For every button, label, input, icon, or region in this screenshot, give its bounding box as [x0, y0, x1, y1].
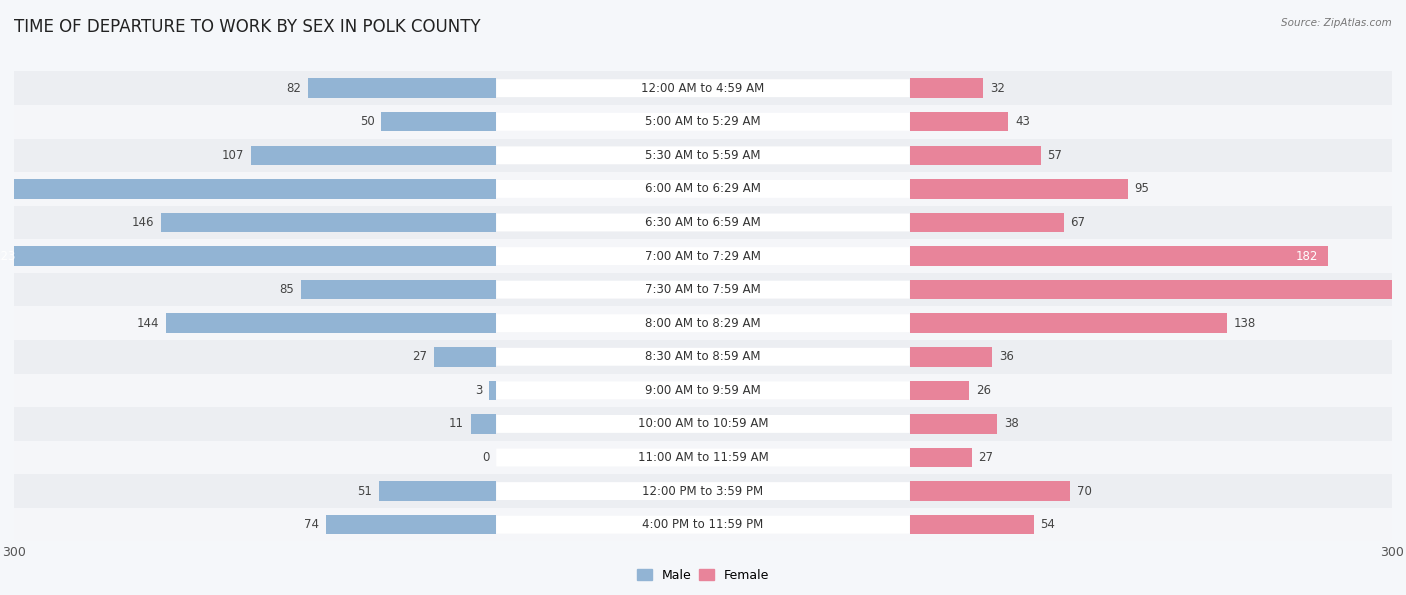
Bar: [14, 374, 1392, 407]
Text: Source: ZipAtlas.com: Source: ZipAtlas.com: [1281, 18, 1392, 28]
Bar: [910, 112, 1008, 131]
Bar: [162, 213, 496, 232]
Bar: [14, 441, 1392, 474]
Text: 8:00 AM to 8:29 AM: 8:00 AM to 8:29 AM: [645, 317, 761, 330]
Text: 70: 70: [1077, 484, 1092, 497]
Text: 38: 38: [1004, 418, 1018, 430]
Bar: [471, 414, 496, 434]
Text: 85: 85: [280, 283, 294, 296]
Bar: [326, 515, 496, 534]
Bar: [250, 146, 496, 165]
Bar: [910, 146, 1040, 165]
Bar: [910, 179, 1128, 199]
Bar: [910, 347, 993, 367]
Text: 7:30 AM to 7:59 AM: 7:30 AM to 7:59 AM: [645, 283, 761, 296]
Bar: [308, 79, 496, 98]
Bar: [0, 179, 496, 199]
FancyBboxPatch shape: [496, 180, 910, 198]
Text: 12:00 PM to 3:59 PM: 12:00 PM to 3:59 PM: [643, 484, 763, 497]
Bar: [380, 481, 496, 501]
Bar: [14, 407, 1392, 441]
Bar: [14, 273, 1392, 306]
Text: 144: 144: [136, 317, 159, 330]
Text: 26: 26: [976, 384, 991, 397]
Text: 182: 182: [1296, 249, 1319, 262]
Text: 10:00 AM to 10:59 AM: 10:00 AM to 10:59 AM: [638, 418, 768, 430]
Bar: [910, 280, 1406, 299]
Bar: [14, 340, 1392, 374]
Bar: [14, 71, 1392, 105]
Text: 95: 95: [1135, 183, 1150, 195]
Bar: [14, 474, 1392, 508]
FancyBboxPatch shape: [496, 281, 910, 299]
Text: 138: 138: [1233, 317, 1256, 330]
FancyBboxPatch shape: [496, 247, 910, 265]
Bar: [910, 213, 1063, 232]
Bar: [0, 246, 496, 266]
Bar: [910, 515, 1033, 534]
Bar: [14, 239, 1392, 273]
Text: 5:30 AM to 5:59 AM: 5:30 AM to 5:59 AM: [645, 149, 761, 162]
FancyBboxPatch shape: [496, 482, 910, 500]
Text: TIME OF DEPARTURE TO WORK BY SEX IN POLK COUNTY: TIME OF DEPARTURE TO WORK BY SEX IN POLK…: [14, 18, 481, 36]
Bar: [910, 414, 997, 434]
Bar: [14, 139, 1392, 172]
Text: 57: 57: [1047, 149, 1063, 162]
Bar: [381, 112, 496, 131]
Bar: [910, 79, 983, 98]
FancyBboxPatch shape: [496, 214, 910, 231]
FancyBboxPatch shape: [496, 314, 910, 332]
FancyBboxPatch shape: [496, 415, 910, 433]
Text: 5:00 AM to 5:29 AM: 5:00 AM to 5:29 AM: [645, 115, 761, 129]
Text: 74: 74: [305, 518, 319, 531]
Bar: [434, 347, 496, 367]
Bar: [489, 381, 496, 400]
Text: 27: 27: [412, 350, 427, 364]
Text: 50: 50: [360, 115, 374, 129]
Bar: [14, 172, 1392, 206]
Text: 43: 43: [1015, 115, 1031, 129]
Bar: [14, 306, 1392, 340]
Text: 146: 146: [132, 216, 155, 229]
FancyBboxPatch shape: [496, 449, 910, 466]
Text: 54: 54: [1040, 518, 1056, 531]
Text: 6:00 AM to 6:29 AM: 6:00 AM to 6:29 AM: [645, 183, 761, 195]
Legend: Male, Female: Male, Female: [631, 564, 775, 587]
Bar: [910, 481, 1070, 501]
FancyBboxPatch shape: [496, 113, 910, 131]
Text: 82: 82: [287, 82, 301, 95]
Text: 8:30 AM to 8:59 AM: 8:30 AM to 8:59 AM: [645, 350, 761, 364]
Bar: [301, 280, 496, 299]
FancyBboxPatch shape: [496, 348, 910, 366]
Text: 32: 32: [990, 82, 1005, 95]
FancyBboxPatch shape: [496, 79, 910, 97]
Text: 3: 3: [475, 384, 482, 397]
Text: 6:30 AM to 6:59 AM: 6:30 AM to 6:59 AM: [645, 216, 761, 229]
FancyBboxPatch shape: [496, 146, 910, 164]
Text: 9:00 AM to 9:59 AM: 9:00 AM to 9:59 AM: [645, 384, 761, 397]
Text: 223: 223: [0, 249, 15, 262]
Bar: [14, 206, 1392, 239]
Text: 36: 36: [1000, 350, 1014, 364]
Text: 0: 0: [482, 451, 489, 464]
Text: 7:00 AM to 7:29 AM: 7:00 AM to 7:29 AM: [645, 249, 761, 262]
Text: 11: 11: [449, 418, 464, 430]
Bar: [910, 448, 972, 467]
Text: 12:00 AM to 4:59 AM: 12:00 AM to 4:59 AM: [641, 82, 765, 95]
Text: 107: 107: [221, 149, 243, 162]
Text: 4:00 PM to 11:59 PM: 4:00 PM to 11:59 PM: [643, 518, 763, 531]
Bar: [14, 508, 1392, 541]
Bar: [166, 314, 496, 333]
FancyBboxPatch shape: [496, 381, 910, 399]
Text: 27: 27: [979, 451, 994, 464]
Bar: [910, 314, 1226, 333]
Bar: [910, 246, 1327, 266]
FancyBboxPatch shape: [496, 516, 910, 534]
Text: 51: 51: [357, 484, 373, 497]
Text: 67: 67: [1070, 216, 1085, 229]
Text: 11:00 AM to 11:59 AM: 11:00 AM to 11:59 AM: [638, 451, 768, 464]
Bar: [910, 381, 969, 400]
Bar: [14, 105, 1392, 139]
